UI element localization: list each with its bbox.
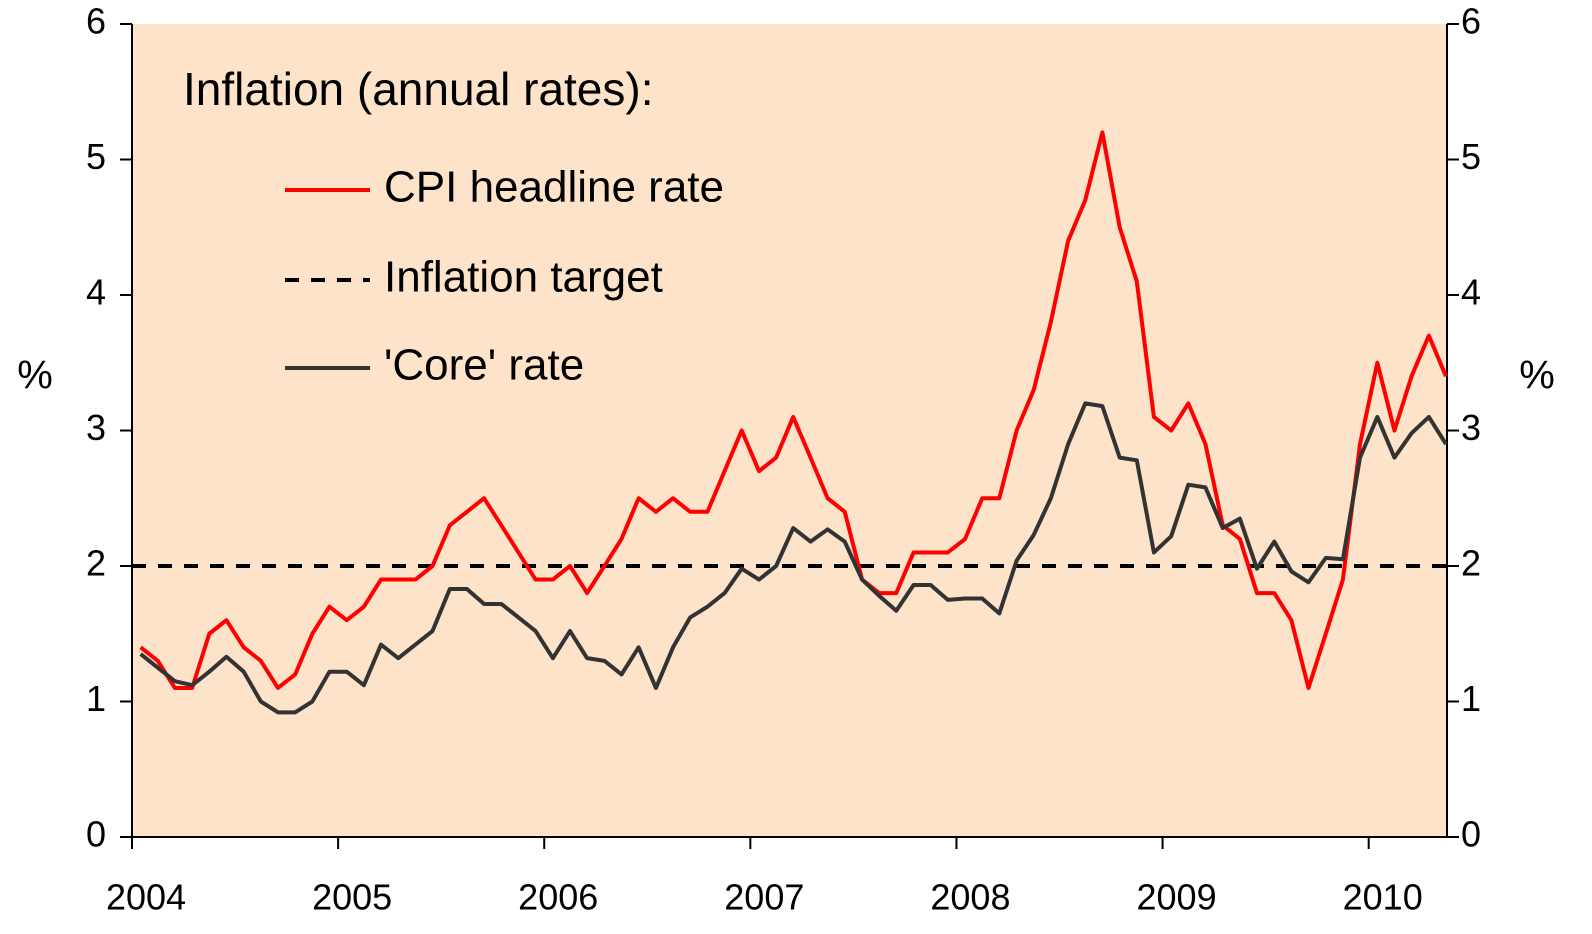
y-tick-label: 3 (86, 407, 106, 448)
y2-tick-label: 1 (1461, 678, 1481, 719)
legend-label: CPI headline rate (384, 163, 724, 212)
x-tick-label: 2005 (312, 877, 392, 918)
series-line (139, 130, 1448, 690)
series-line (139, 401, 1448, 715)
y2-tick-label: 2 (1461, 543, 1481, 584)
y2-tick-label: 5 (1461, 136, 1481, 177)
x-tick-label: 2004 (106, 877, 186, 918)
y2-tick-label: 4 (1461, 272, 1481, 313)
y2-axis-label: % (1519, 354, 1555, 398)
y-tick-label: 5 (86, 136, 106, 177)
legend-label: Inflation target (384, 253, 663, 302)
x-tick-label: 2006 (518, 877, 598, 918)
y2-tick-label: 3 (1461, 407, 1481, 448)
y-tick-label: 2 (86, 543, 106, 584)
x-tick-label: 2009 (1137, 877, 1217, 918)
y-tick-label: 1 (86, 678, 106, 719)
x-tick-label: 2010 (1343, 877, 1423, 918)
x-tick-label: 2008 (930, 877, 1010, 918)
y-tick-label: 4 (86, 272, 106, 313)
y2-tick-label: 6 (1461, 1, 1481, 42)
y-axis-label: % (17, 354, 53, 398)
y-tick-label: 0 (86, 814, 106, 855)
legend-label: 'Core' rate (384, 341, 584, 390)
y-tick-label: 6 (86, 1, 106, 42)
y2-tick-label: 0 (1461, 814, 1481, 855)
x-tick-label: 2007 (724, 877, 804, 918)
legend-title: Inflation (annual rates): (183, 63, 654, 115)
